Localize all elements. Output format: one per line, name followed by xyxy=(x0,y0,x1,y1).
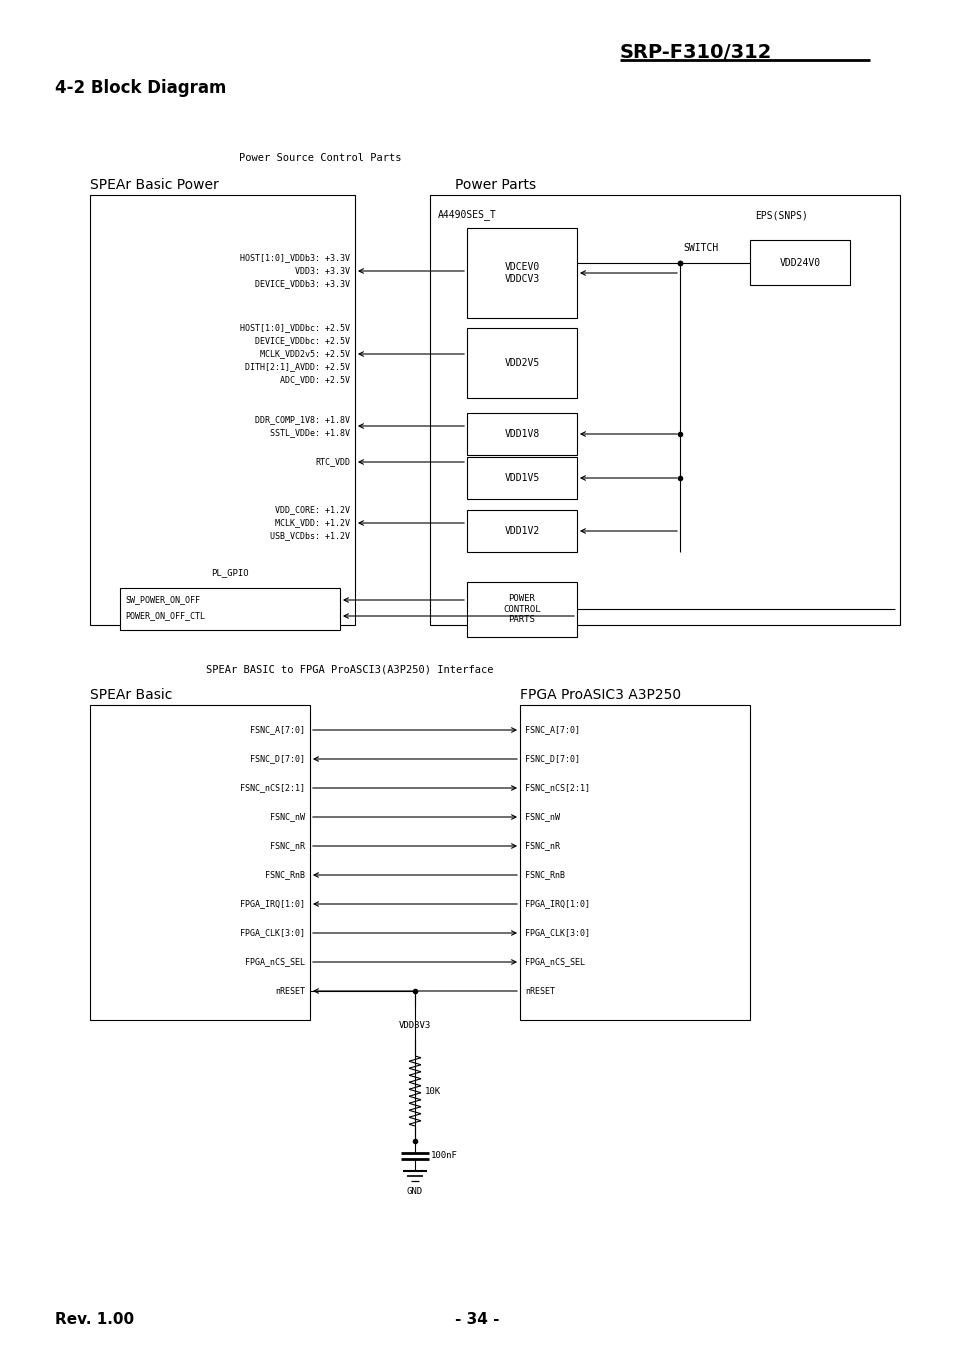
Text: Power Parts: Power Parts xyxy=(455,178,536,192)
Text: FSNC_nCS[2:1]: FSNC_nCS[2:1] xyxy=(524,783,589,792)
Text: A4490SES_T: A4490SES_T xyxy=(437,209,497,220)
Text: DITH[2:1]_AVDD: +2.5V: DITH[2:1]_AVDD: +2.5V xyxy=(245,363,350,371)
Text: PL_GPIO: PL_GPIO xyxy=(211,568,249,578)
Text: FSNC_nCS[2:1]: FSNC_nCS[2:1] xyxy=(240,783,305,792)
Text: VDD_CORE: +1.2V: VDD_CORE: +1.2V xyxy=(274,505,350,514)
Text: SRP-F310/312: SRP-F310/312 xyxy=(619,42,772,62)
Text: POWER
CONTROL
PARTS: POWER CONTROL PARTS xyxy=(502,594,540,624)
Text: Rev. 1.00: Rev. 1.00 xyxy=(55,1312,134,1327)
Text: SPEAr Basic Power: SPEAr Basic Power xyxy=(90,178,218,192)
Text: SW_POWER_ON_OFF: SW_POWER_ON_OFF xyxy=(125,595,200,605)
Text: 10K: 10K xyxy=(424,1087,440,1095)
Text: FPGA_CLK[3:0]: FPGA_CLK[3:0] xyxy=(240,929,305,937)
Text: MCLK_VDD: +1.2V: MCLK_VDD: +1.2V xyxy=(274,518,350,528)
Text: FPGA_nCS_SEL: FPGA_nCS_SEL xyxy=(245,957,305,967)
Text: ADC_VDD: +2.5V: ADC_VDD: +2.5V xyxy=(280,375,350,385)
Text: FSNC_nW: FSNC_nW xyxy=(270,813,305,822)
Text: nRESET: nRESET xyxy=(524,987,555,995)
Text: FSNC_RnB: FSNC_RnB xyxy=(265,871,305,879)
Text: VDD1V5: VDD1V5 xyxy=(504,472,539,483)
Text: EPS(SNPS): EPS(SNPS) xyxy=(754,211,807,220)
Text: VDD1V2: VDD1V2 xyxy=(504,526,539,536)
Text: RTC_VDD: RTC_VDD xyxy=(314,458,350,467)
Text: FPGA ProASIC3 A3P250: FPGA ProASIC3 A3P250 xyxy=(519,688,680,702)
Text: SPEAr Basic: SPEAr Basic xyxy=(90,688,172,702)
Bar xyxy=(467,510,577,552)
Bar xyxy=(467,413,577,455)
Bar xyxy=(90,705,310,1021)
Text: SSTL_VDDe: +1.8V: SSTL_VDDe: +1.8V xyxy=(270,428,350,437)
Text: FSNC_A[7:0]: FSNC_A[7:0] xyxy=(250,725,305,734)
Text: nRESET: nRESET xyxy=(274,987,305,995)
Bar xyxy=(120,589,339,630)
Text: VDCEV0
VDDCV3: VDCEV0 VDDCV3 xyxy=(504,262,539,284)
Text: FPGA_CLK[3:0]: FPGA_CLK[3:0] xyxy=(524,929,589,937)
Bar xyxy=(430,194,899,625)
Text: DDR_COMP_1V8: +1.8V: DDR_COMP_1V8: +1.8V xyxy=(254,416,350,424)
Text: VDD3V3: VDD3V3 xyxy=(398,1022,431,1030)
Text: FSNC_nR: FSNC_nR xyxy=(270,841,305,850)
Text: FSNC_nW: FSNC_nW xyxy=(524,813,559,822)
Text: DEVICE_VDDbc: +2.5V: DEVICE_VDDbc: +2.5V xyxy=(254,336,350,346)
Text: GND: GND xyxy=(407,1187,422,1196)
Text: 4-2 Block Diagram: 4-2 Block Diagram xyxy=(55,80,226,97)
Text: SWITCH: SWITCH xyxy=(682,243,718,252)
Text: Power Source Control Parts: Power Source Control Parts xyxy=(238,153,401,163)
Text: VDD1V8: VDD1V8 xyxy=(504,429,539,439)
Text: 100nF: 100nF xyxy=(431,1152,457,1161)
Bar xyxy=(519,705,749,1021)
Bar xyxy=(467,582,577,637)
Text: POWER_ON_OFF_CTL: POWER_ON_OFF_CTL xyxy=(125,612,205,621)
Text: FSNC_D[7:0]: FSNC_D[7:0] xyxy=(250,755,305,764)
Text: SPEAr BASIC to FPGA ProASCI3(A3P250) Interface: SPEAr BASIC to FPGA ProASCI3(A3P250) Int… xyxy=(206,666,494,675)
Text: HOST[1:0]_VDDb3: +3.3V: HOST[1:0]_VDDb3: +3.3V xyxy=(240,254,350,262)
Bar xyxy=(467,228,577,319)
Text: FSNC_RnB: FSNC_RnB xyxy=(524,871,564,879)
Text: FSNC_D[7:0]: FSNC_D[7:0] xyxy=(524,755,579,764)
Text: - 34 -: - 34 - xyxy=(455,1312,498,1327)
Bar xyxy=(749,240,849,285)
Bar xyxy=(90,194,355,625)
Text: FSNC_nR: FSNC_nR xyxy=(524,841,559,850)
Bar xyxy=(467,328,577,398)
Bar xyxy=(467,458,577,500)
Text: VDD24V0: VDD24V0 xyxy=(779,258,820,269)
Text: MCLK_VDD2v5: +2.5V: MCLK_VDD2v5: +2.5V xyxy=(260,350,350,359)
Text: USB_VCDbs: +1.2V: USB_VCDbs: +1.2V xyxy=(270,532,350,540)
Text: DEVICE_VDDb3: +3.3V: DEVICE_VDDb3: +3.3V xyxy=(254,279,350,289)
Text: FPGA_IRQ[1:0]: FPGA_IRQ[1:0] xyxy=(524,899,589,909)
Text: FPGA_IRQ[1:0]: FPGA_IRQ[1:0] xyxy=(240,899,305,909)
Text: VDD3: +3.3V: VDD3: +3.3V xyxy=(294,266,350,275)
Text: HOST[1:0]_VDDbc: +2.5V: HOST[1:0]_VDDbc: +2.5V xyxy=(240,324,350,332)
Text: VDD2V5: VDD2V5 xyxy=(504,358,539,369)
Text: FSNC_A[7:0]: FSNC_A[7:0] xyxy=(524,725,579,734)
Text: FPGA_nCS_SEL: FPGA_nCS_SEL xyxy=(524,957,584,967)
